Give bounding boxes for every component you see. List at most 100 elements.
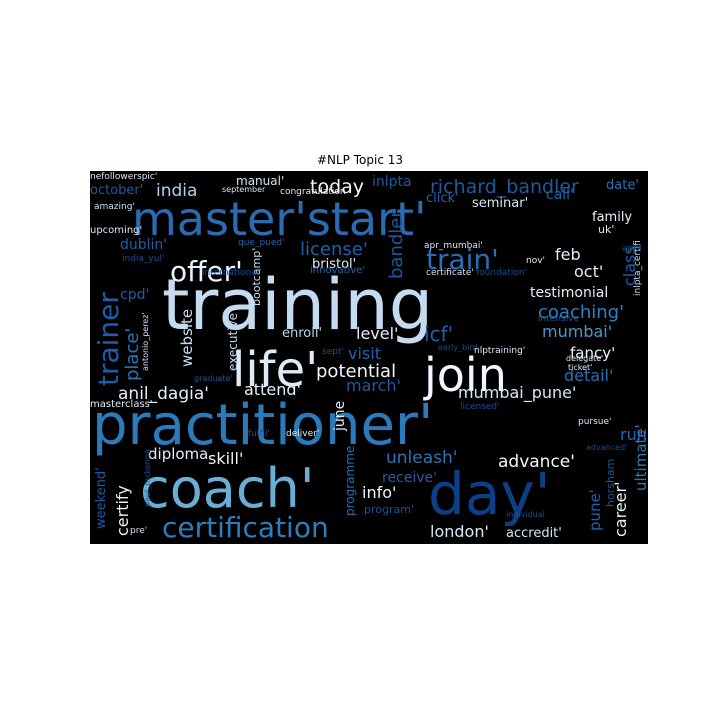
word-date: date' — [606, 178, 639, 193]
word-run: run' — [620, 425, 648, 444]
word-inlpta-certifi: inlpta_certifi — [633, 240, 643, 296]
word-unleash: unleash' — [386, 448, 457, 468]
word-level: level' — [356, 324, 398, 343]
word-offer: offer' — [170, 255, 243, 288]
word-executive: executive — [226, 313, 240, 371]
word-receive: receive' — [382, 470, 437, 486]
word-diploma: diploma — [148, 445, 208, 463]
word-antonio-perez: antonio_perez' — [141, 312, 150, 371]
word-pune: pune' — [586, 489, 604, 531]
figure-title: #NLP Topic 13 — [316, 153, 404, 167]
word-cloud-canvas: training practitioner' master'start' coach'… — [90, 172, 648, 544]
word-weekend: weekend' — [94, 467, 109, 529]
word-train: train' — [426, 243, 499, 276]
word-attend: attend' — [244, 380, 301, 399]
word-visit: visit — [348, 344, 381, 363]
word-potential: potential — [316, 361, 396, 382]
word-nefollowerspic: nefollowerspic' — [90, 172, 157, 182]
word-pursue: pursue' — [578, 417, 612, 427]
word-enroll: enroll' — [282, 326, 322, 341]
word-paul-mckenna: paul_mckenna — [143, 449, 152, 507]
word-nov: nov' — [526, 256, 545, 266]
word-licensed: licensed' — [460, 402, 500, 412]
word-career: career' — [611, 482, 630, 538]
word-click: click' — [426, 191, 459, 206]
word-horsham: horsham — [604, 459, 617, 507]
word-richard-bandler: richard_bandler — [430, 176, 579, 198]
word-day: day' — [428, 460, 551, 528]
word-apr-mumbai: apr_mumbai' — [424, 241, 483, 251]
word-que-pued: que_pued' — [238, 238, 285, 248]
word-foundation: foundation' — [476, 268, 527, 278]
word-training: training — [162, 264, 433, 346]
word-ticket: ticket' — [568, 363, 592, 372]
word-life: life' — [232, 342, 318, 398]
word-practitioner: practitioner' — [92, 393, 433, 458]
word-london: london' — [430, 522, 489, 541]
word-masterclass: masterclass' — [90, 399, 153, 410]
word-mumbai: mumbai' — [542, 322, 612, 341]
word-graduate: graduate' — [194, 374, 233, 383]
word-feb: feb — [555, 245, 581, 264]
word-website: website — [178, 309, 196, 367]
word-india: india — [156, 181, 197, 201]
word-congratulation: congratulation — [280, 187, 346, 197]
word-join: join — [423, 348, 507, 402]
word-april: april — [622, 244, 642, 254]
word-bristol: bristol' — [312, 257, 356, 272]
word-call: call' — [546, 187, 574, 203]
word-pre: pre' — [130, 526, 147, 536]
word-dublin: dublin' — [120, 237, 167, 253]
word-class: class — [620, 246, 639, 286]
word-coaching: coaching' — [538, 302, 624, 323]
word-accredit: accredit' — [506, 526, 562, 541]
word-march: march' — [346, 376, 401, 395]
word-testimonial: testimonial — [530, 285, 608, 301]
word-mumbai-pune: mumbai_pune' — [458, 383, 576, 403]
word-june: june — [332, 401, 348, 432]
word-intensive: intensive — [538, 314, 579, 324]
word-cloud: training practitioner' master'start' coach'… — [90, 171, 648, 544]
word-certification: certification — [162, 511, 329, 544]
word-family: family — [592, 210, 632, 225]
word-amazing: amazing' — [94, 202, 135, 212]
word-program: program' — [364, 503, 414, 516]
word-inlpta: inlpta — [372, 174, 412, 190]
word-license: license' — [300, 239, 368, 260]
word-early-bird: early_bird — [438, 343, 478, 352]
word-ultimate: ultimate' — [632, 424, 648, 491]
word-bootcamp: bootcamp' — [250, 248, 263, 306]
word-uk: uk' — [598, 223, 614, 236]
word-info: info' — [362, 483, 396, 502]
word-delegate: delegate' — [566, 354, 603, 363]
word-fulfil: fulfil' — [248, 429, 270, 439]
word-skill: skill' — [208, 449, 243, 468]
word-master-start: master'start' — [132, 192, 427, 246]
word-certify: certify — [113, 485, 132, 536]
word-october: october' — [90, 183, 143, 198]
word-advance: advance' — [498, 452, 575, 472]
word-seminar: seminar' — [472, 196, 528, 211]
word-place: place' — [122, 328, 143, 381]
word-individual: individual — [506, 510, 545, 519]
word-icf: icf' — [424, 322, 453, 346]
word-nlptraining: nlptraining' — [474, 346, 525, 356]
word-manual: manual' — [236, 174, 284, 188]
word-cpd: cpd' — [120, 287, 149, 303]
word-trainer: trainer — [92, 292, 125, 386]
word-coach: coach' — [140, 457, 315, 520]
word-programme: programme — [343, 446, 357, 516]
word-bandler: bandler — [386, 210, 407, 279]
word-upcoming: upcoming' — [90, 225, 142, 236]
word-international: international' — [202, 268, 262, 278]
word-certificate: certificate' — [426, 268, 474, 278]
word-anil-dagia: anil_dagia' — [118, 384, 209, 404]
word-september: september — [222, 185, 266, 194]
word-india-yul: india_yul' — [122, 254, 164, 264]
word-advanced: advanced' — [586, 443, 627, 452]
word-oct: oct' — [574, 262, 603, 281]
word-detail: detail' — [564, 366, 613, 385]
word-sept: sept' — [322, 347, 344, 357]
word-innovative: innovative' — [310, 265, 365, 276]
word-deliver: deliver' — [286, 429, 319, 439]
